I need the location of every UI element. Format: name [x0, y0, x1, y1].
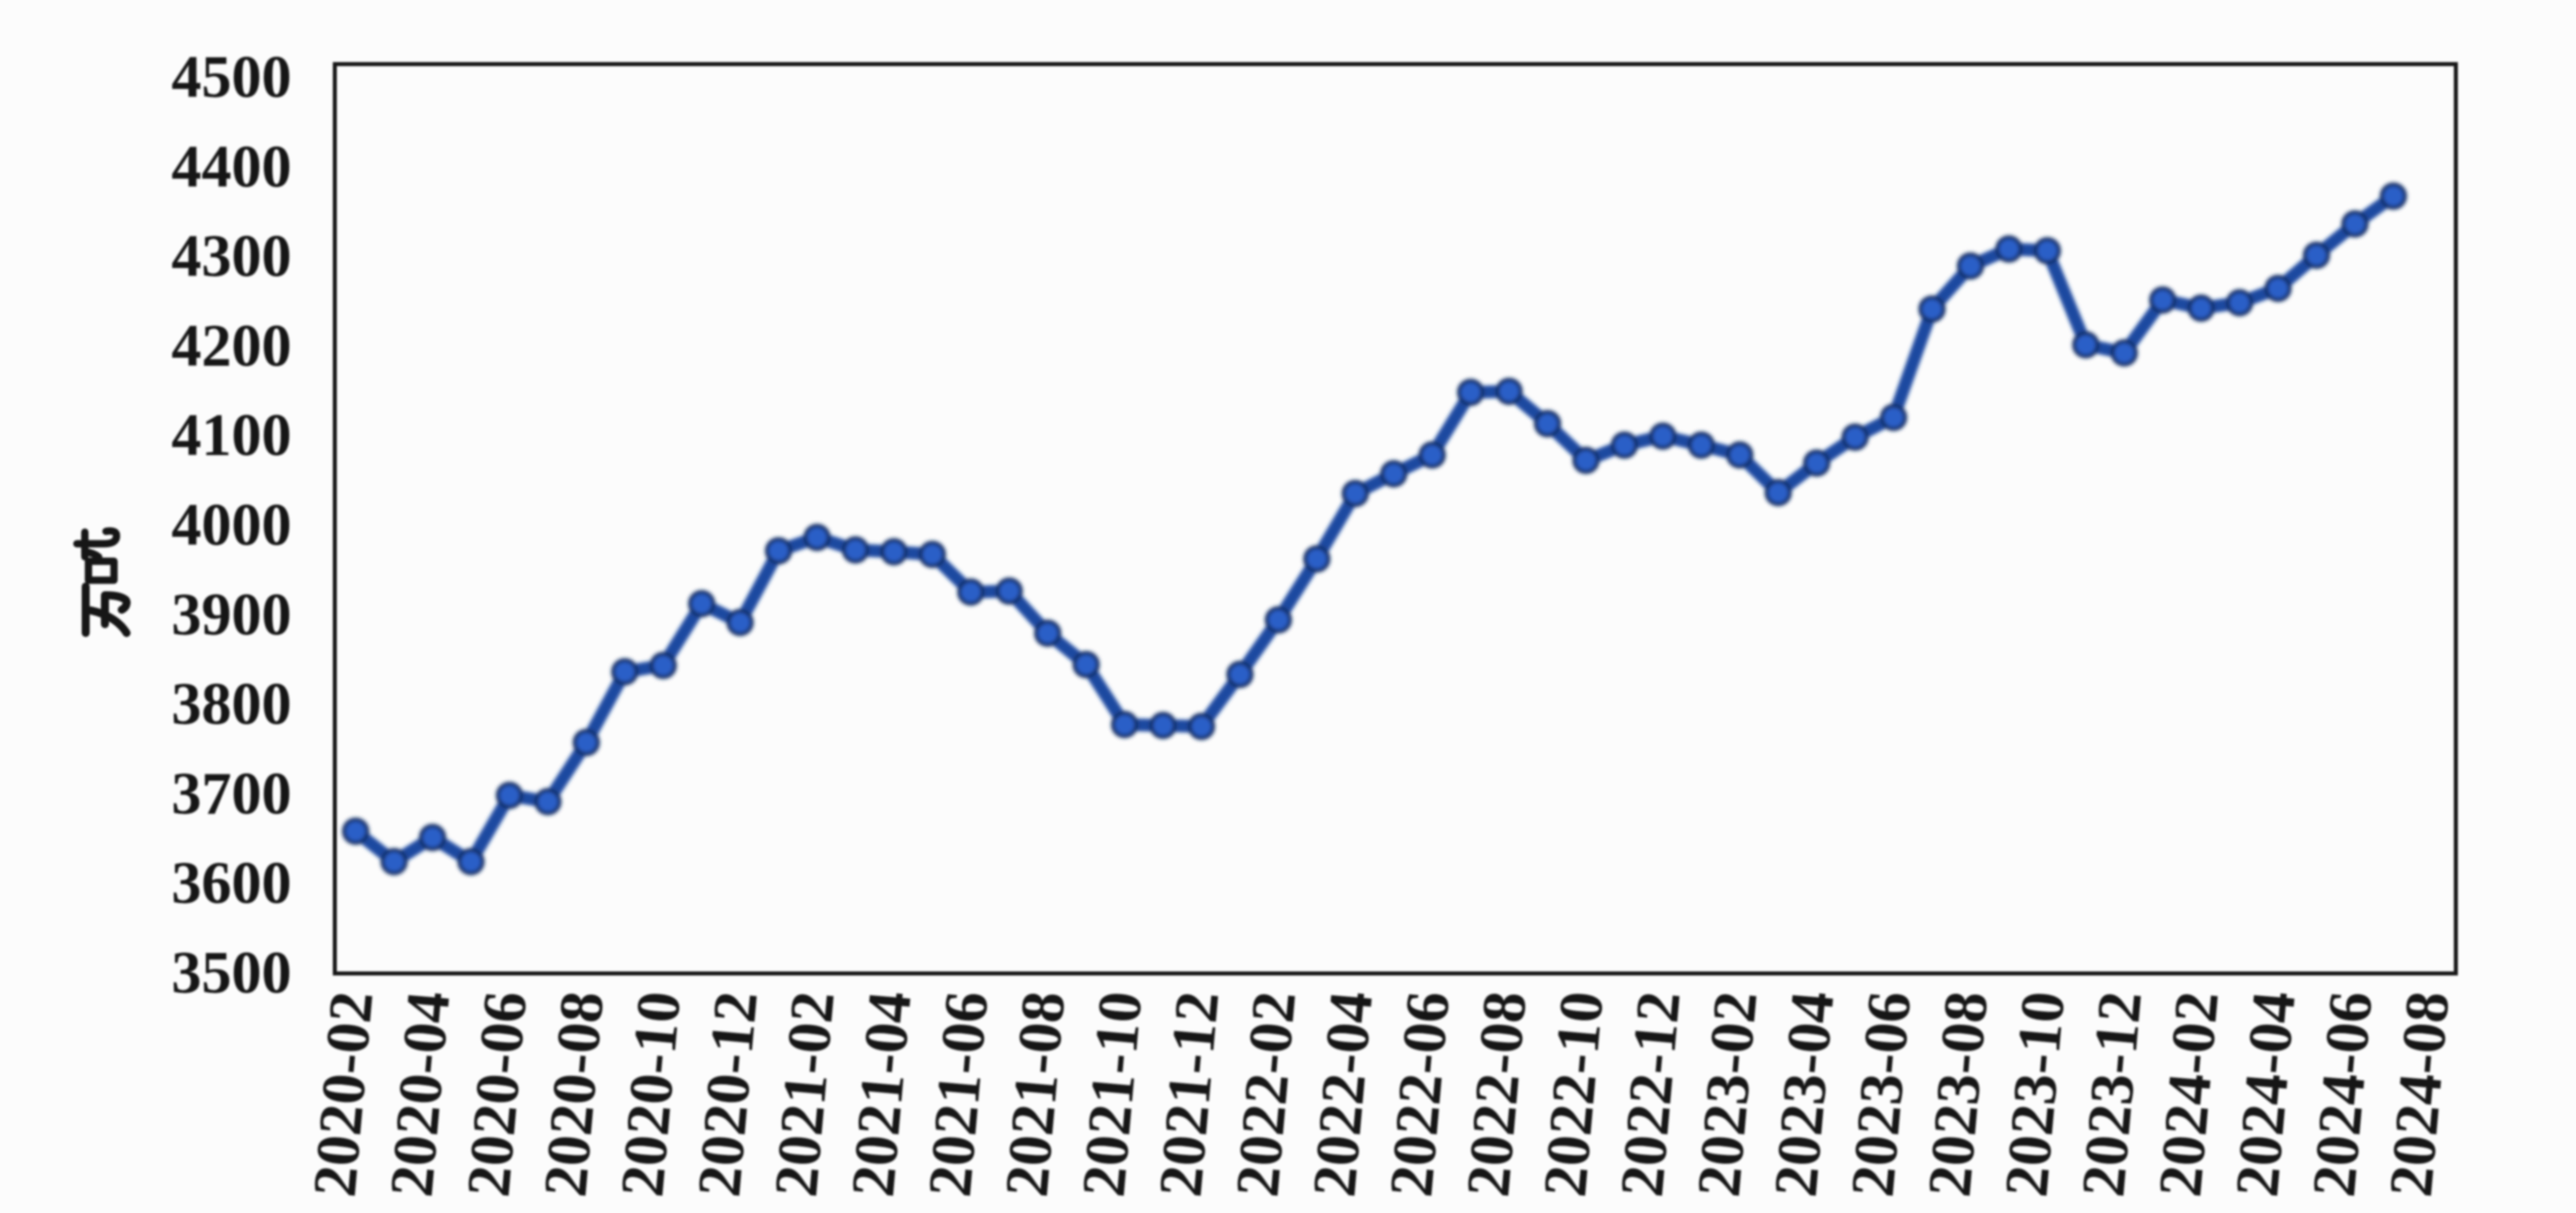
svg-text:4300: 4300 — [171, 224, 292, 290]
svg-text:4400: 4400 — [171, 134, 292, 200]
svg-text:3500: 3500 — [171, 940, 292, 1006]
svg-text:4200: 4200 — [171, 312, 292, 379]
svg-text:3800: 3800 — [171, 671, 292, 738]
svg-text:3700: 3700 — [171, 760, 292, 827]
svg-text:3600: 3600 — [171, 850, 292, 917]
svg-text:4500: 4500 — [171, 44, 292, 111]
svg-text:4100: 4100 — [171, 402, 292, 469]
svg-text:3900: 3900 — [171, 582, 292, 648]
svg-text:4000: 4000 — [171, 492, 292, 558]
